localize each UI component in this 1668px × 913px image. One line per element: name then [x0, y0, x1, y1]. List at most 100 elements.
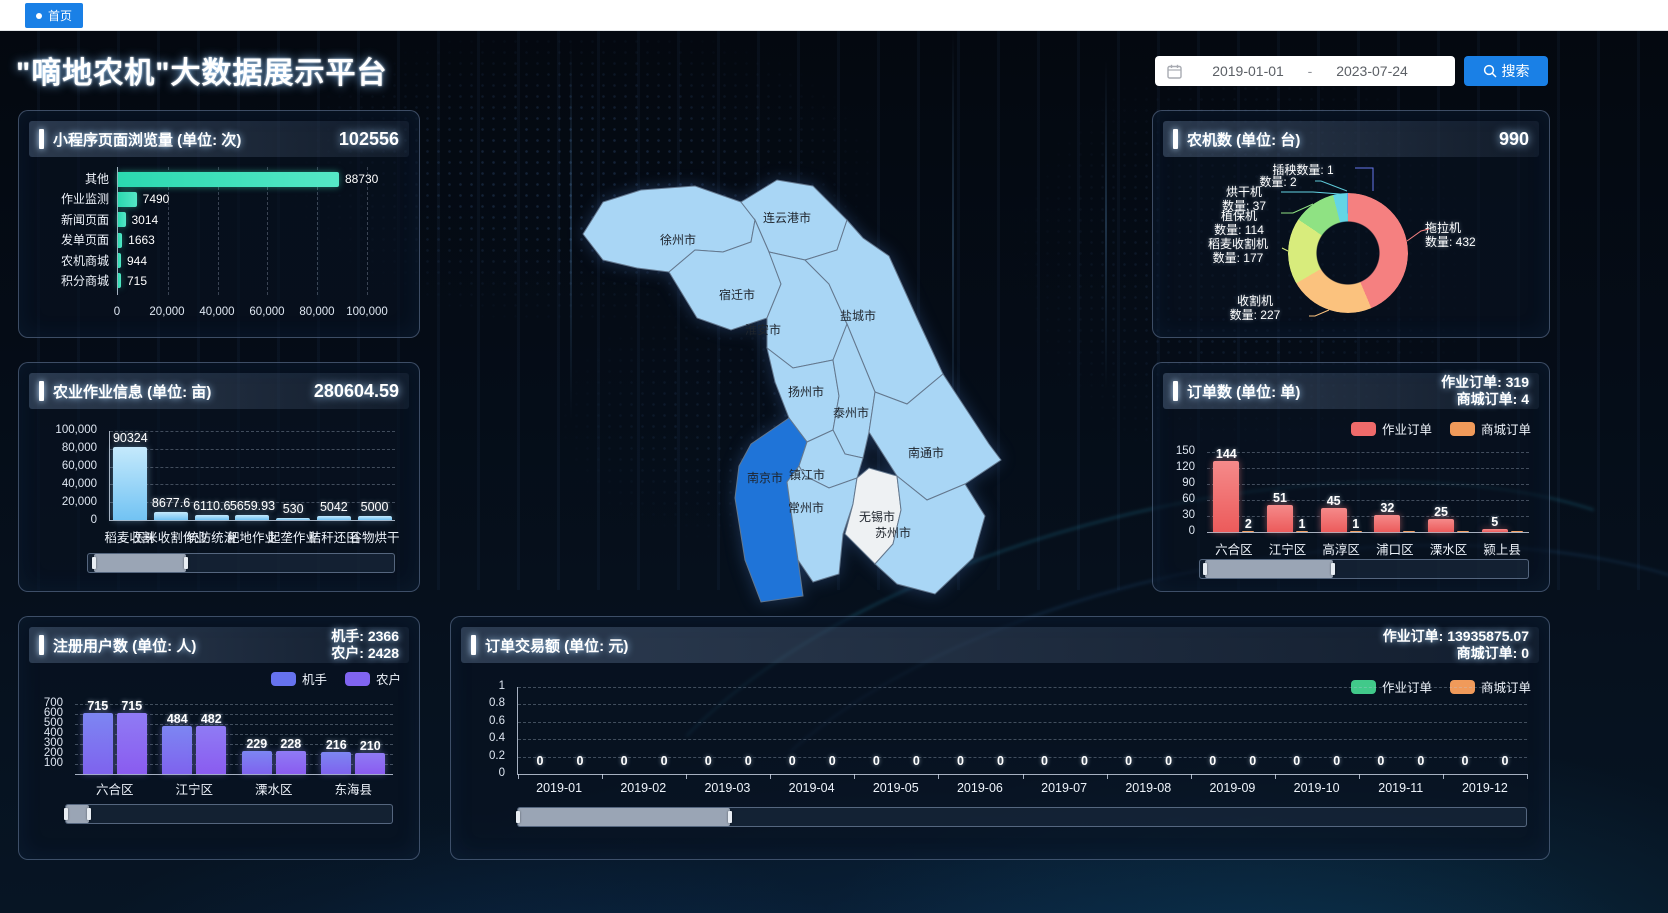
value-label: 715: [87, 699, 109, 713]
date-end-input[interactable]: 2023-07-24: [1336, 63, 1408, 79]
bar: [162, 725, 193, 774]
x-tick-label: 20,000: [149, 306, 185, 318]
x-tick-label: 2019-01: [536, 781, 583, 795]
category-label: 六合区: [95, 783, 134, 797]
gridline: [217, 167, 219, 295]
value-label: 944: [127, 253, 148, 268]
value-label: 0: [620, 754, 628, 768]
map-label-徐州市: 徐州市: [660, 232, 696, 247]
legend-swatch: [1449, 679, 1475, 694]
datazoom-handle-right[interactable]: [183, 557, 188, 569]
bar-row: 88730: [118, 171, 378, 187]
bar: [275, 751, 306, 774]
datazoom-handle-left[interactable]: [64, 808, 68, 820]
datazoom-selection[interactable]: [64, 805, 91, 823]
legend-item[interactable]: 农户: [344, 669, 401, 688]
bar-column: 228: [275, 699, 306, 774]
y-tick-label: 300: [43, 737, 63, 749]
datazoom-handle-right[interactable]: [1330, 563, 1335, 575]
x-tick-label: 2019-05: [872, 781, 919, 795]
map-region-苏州市[interactable]: [874, 474, 986, 595]
legend-item[interactable]: 作业订单: [1350, 419, 1432, 438]
category-axis: 稻麦收割 玉米收割作业 统防统治 耙地作业 起垄作业 秸秆还田 谷物烘干: [104, 527, 399, 545]
registered-users-chart: 机手 农户 715 715 484 482 229 228 216 210 700 600 500 400…: [29, 669, 409, 851]
bar-row: 944: [118, 253, 367, 269]
map-region-盐城市[interactable]: [804, 219, 944, 405]
datazoom-selection[interactable]: [516, 808, 732, 826]
panel-header: 注册用户数 (单位: 人) 机手: 2366 农户: 2428: [29, 627, 409, 663]
datazoom-slider[interactable]: [64, 804, 393, 824]
datazoom-handle-right[interactable]: [86, 808, 91, 820]
legend-label: 机手: [301, 673, 327, 687]
home-tab[interactable]: 首页: [25, 3, 84, 28]
gridline: [167, 167, 169, 295]
gridline: [75, 744, 393, 745]
panel-total: 102556: [338, 128, 399, 149]
legend-item[interactable]: 作业订单: [1350, 677, 1432, 696]
category-label: 发单页面: [60, 233, 109, 248]
y-tick-label: 80,000: [61, 442, 97, 454]
datazoom-handle-right[interactable]: [727, 811, 732, 823]
y-tick-label: 600: [43, 707, 63, 719]
plot-area: 144 2 51 1 45 1 32 25 5: [1207, 447, 1529, 533]
datazoom-handle-left[interactable]: [516, 811, 520, 823]
y-tick-label: 60: [1182, 493, 1195, 506]
gridline: [317, 167, 319, 295]
bars-area: 715 715 484 482 229 228 216 210: [75, 699, 393, 774]
gridline: [75, 704, 393, 705]
gridline: [518, 721, 1527, 723]
date-start-input[interactable]: 2019-01-01: [1212, 63, 1284, 79]
stat-line: 商城订单: 0: [1456, 645, 1529, 661]
value-label: 0: [744, 754, 752, 768]
datazoom-handle-left[interactable]: [1202, 563, 1207, 575]
bar: [118, 232, 123, 248]
bar-column: [1457, 447, 1470, 532]
pie-label: 稻麦收割机 数量: 177: [1191, 237, 1285, 265]
gridline: [75, 714, 393, 715]
bar-column: 216: [321, 699, 352, 774]
map-label-苏州市: 苏州市: [875, 525, 911, 540]
datazoom-slider[interactable]: [516, 807, 1527, 827]
y-tick-label: 150: [1175, 445, 1195, 458]
legend-item[interactable]: 商城订单: [1449, 419, 1531, 438]
axis-tick: [518, 774, 519, 779]
datazoom-slider[interactable]: [1199, 559, 1529, 579]
legend-item[interactable]: 机手: [270, 669, 327, 688]
bar: [154, 512, 189, 520]
y-axis: 150 120 90 60 30 0: [1163, 445, 1201, 537]
value-label: 0: [912, 754, 920, 768]
bar-group: 216 210: [314, 699, 394, 774]
value-label: 5042: [319, 499, 348, 514]
x-tick-label: 2019-09: [1209, 781, 1256, 795]
category-label: 高淳区: [1322, 543, 1360, 557]
search-button[interactable]: 搜索: [1464, 56, 1548, 86]
jiangsu-province-map[interactable]: 徐州市 连云港市 宿迁市 淮安市 盐城市 扬州市 泰州市 南通市 南京市 镇江市 常州市 无锡市 苏州市: [545, 168, 1015, 608]
category-label: 稻麦收割: [104, 531, 155, 545]
bar: [1457, 531, 1470, 532]
datazoom-selection[interactable]: [92, 554, 188, 572]
legend-swatch: [344, 671, 370, 686]
gridline: [110, 502, 395, 504]
bar-column: 715: [82, 699, 113, 774]
bar: [118, 212, 126, 228]
panel-header: 小程序页面浏览量 (单位: 次) 102556: [29, 121, 409, 157]
map-region-南通市[interactable]: [868, 373, 1002, 501]
x-tick-label: 2019-03: [704, 781, 751, 795]
datazoom-handle-left[interactable]: [92, 557, 97, 569]
gridline: [518, 687, 1527, 688]
y-axis: 700 600 500 400 300 200 100: [29, 697, 69, 774]
map-label-镇江市: 镇江市: [789, 467, 825, 482]
datazoom-selection[interactable]: [1202, 560, 1335, 578]
category-label: 江宁区: [1268, 543, 1307, 557]
map-region-常州市[interactable]: [786, 465, 858, 583]
datazoom-slider[interactable]: [87, 553, 395, 573]
legend-item[interactable]: 商城订单: [1449, 677, 1531, 696]
pie-label: 数量: 2: [1243, 175, 1313, 189]
bar-column: 25: [1428, 447, 1455, 532]
x-tick-label: 2019-10: [1293, 781, 1340, 795]
pie-label-line: 数量: 177: [1212, 251, 1264, 265]
bar-column: 144: [1213, 447, 1240, 532]
date-range-picker[interactable]: 2019-01-01 - 2023-07-24: [1155, 56, 1455, 86]
gridline: [1207, 452, 1529, 454]
